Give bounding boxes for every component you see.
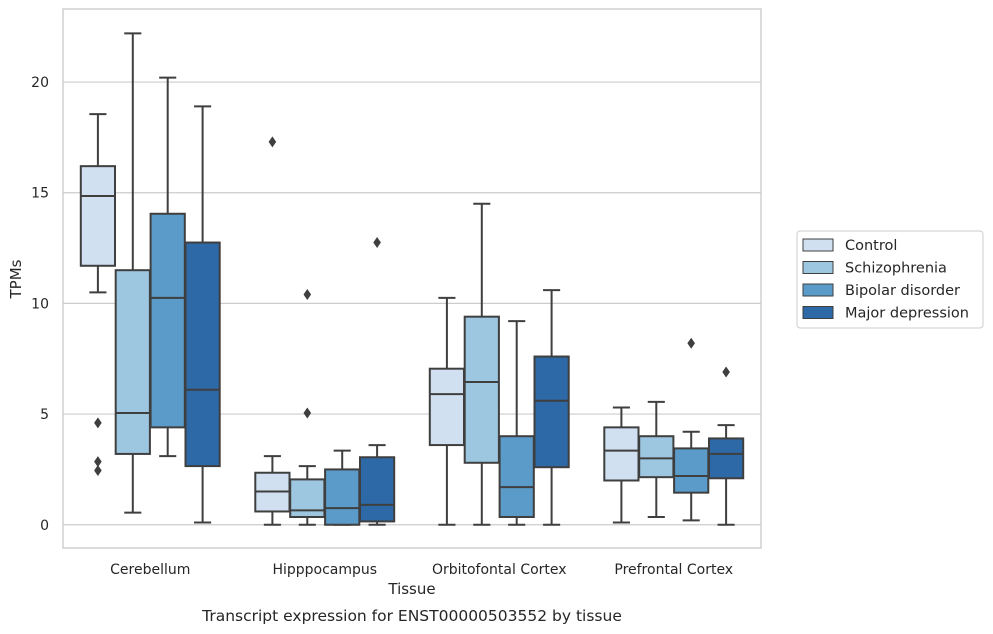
box-group: [498, 320, 535, 526]
box-group: [707, 366, 745, 526]
box-group: [289, 289, 326, 526]
y-tick-label: 5: [40, 407, 49, 423]
legend: Control Schizophrenia Bipolar disorder Majo…: [796, 230, 984, 329]
box: [673, 447, 710, 494]
legend-label: Major depression: [845, 306, 969, 322]
plot-frame: [62, 8, 762, 549]
legend-swatch: [802, 261, 834, 274]
box-group: [149, 76, 186, 458]
y-tick-label: 10: [31, 296, 49, 312]
box-group: [463, 202, 500, 526]
box-group: [79, 113, 117, 477]
y-tick-label: 15: [31, 186, 49, 202]
box-plot-marks: [79, 32, 745, 526]
box-group: [254, 136, 291, 526]
box-group: [324, 449, 361, 526]
outlier-point: [268, 136, 277, 148]
outlier-point: [94, 465, 102, 477]
box: [707, 437, 745, 480]
outlier-point: [94, 456, 102, 468]
y-tick-label: 0: [40, 518, 49, 534]
outlier-point: [94, 417, 102, 429]
outlier-point: [722, 366, 730, 378]
outlier-point: [687, 337, 695, 349]
y-axis-label: TPMs: [7, 259, 25, 299]
box-group: [603, 406, 640, 524]
box: [428, 367, 466, 447]
outlier-point: [303, 289, 312, 301]
box-group: [533, 289, 570, 526]
legend-label: Schizophrenia: [845, 261, 947, 277]
box: [324, 468, 361, 526]
box-group: [673, 337, 710, 522]
box-group: [638, 400, 675, 519]
legend-swatch: [802, 306, 834, 319]
x-tick-label: Cerebellum: [110, 562, 190, 578]
legend-swatch: [802, 238, 834, 252]
legend-swatch: [802, 283, 834, 297]
box: [149, 212, 186, 429]
x-tick-label: Hipppocampus: [272, 562, 377, 578]
box: [533, 355, 570, 469]
y-tick-label: 20: [31, 75, 49, 91]
box: [638, 435, 675, 479]
box: [498, 435, 535, 519]
x-tick-label: Prefrontal Cortex: [614, 562, 733, 578]
outlier-point: [303, 407, 312, 419]
x-tick-label: Orbitofontal Cortex: [432, 562, 567, 578]
box: [114, 269, 151, 455]
outlier-point: [373, 237, 381, 249]
x-tick-labels: Cerebellum Hipppocampus Orbitofontal Corte…: [110, 562, 733, 578]
box: [184, 241, 221, 468]
box: [358, 456, 396, 523]
box: [463, 315, 500, 464]
box-group: [184, 105, 221, 524]
box-group: [114, 32, 151, 514]
box-group: [358, 237, 396, 526]
legend-label: Bipolar disorder: [845, 283, 960, 299]
chart-title: Transcript expression for ENST0000050355…: [201, 607, 622, 625]
box: [79, 165, 117, 267]
box: [603, 426, 640, 482]
y-tick-labels: 0 5 10 15 20: [31, 75, 49, 534]
legend-label: Control: [845, 238, 897, 254]
legend-frame: [796, 230, 984, 329]
x-axis-label: Tissue: [387, 580, 435, 598]
box-group: [428, 296, 466, 526]
